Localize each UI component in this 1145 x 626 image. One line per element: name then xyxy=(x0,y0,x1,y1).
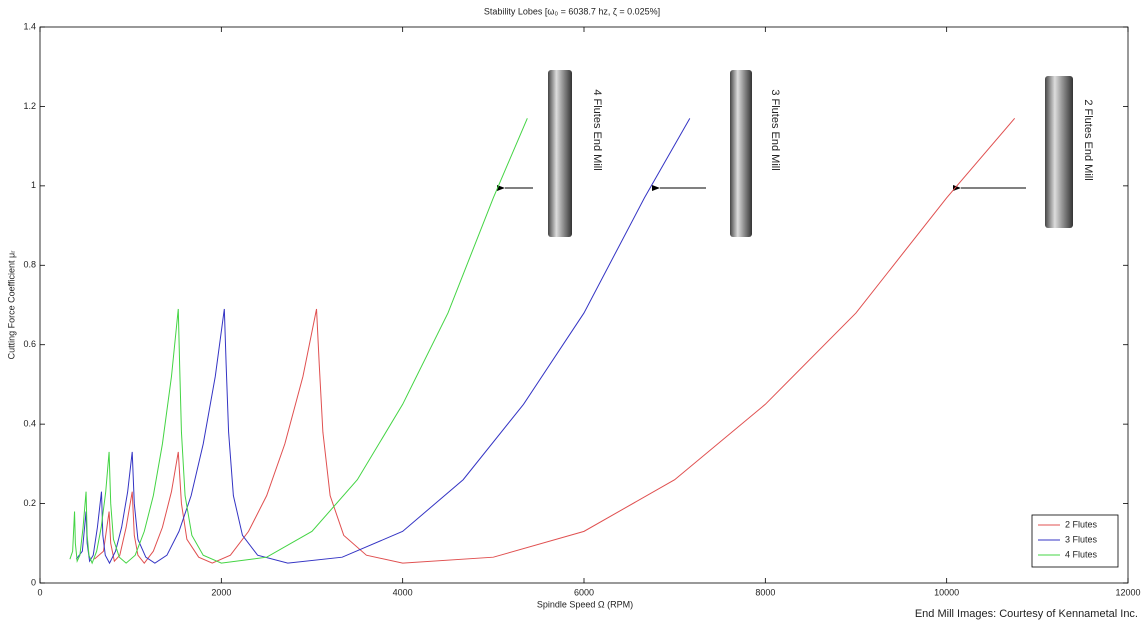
series-line xyxy=(94,118,1016,564)
y-tick-label: 0.4 xyxy=(23,419,36,429)
end-mill-image xyxy=(730,70,752,237)
y-tick-label: 0 xyxy=(31,577,36,587)
legend-box xyxy=(1031,514,1119,568)
series-line xyxy=(69,118,528,565)
y-tick-label: 1 xyxy=(31,180,36,190)
plot-frame xyxy=(39,26,1129,584)
end-mill-image xyxy=(1045,76,1073,228)
x-tick-label: 6000 xyxy=(574,587,594,597)
x-axis-label: Spindle Speed Ω (RPM) xyxy=(537,599,633,609)
series-line xyxy=(75,118,691,565)
x-tick-label: 0 xyxy=(37,587,42,597)
y-tick-label: 0.6 xyxy=(23,339,36,349)
footer: End Mill Images: Courtesy of Kennametal … xyxy=(915,608,1138,620)
legend-label: 4 Flutes xyxy=(1065,549,1098,559)
annotation: 2 Flutes End Mill xyxy=(1082,99,1094,180)
y-tick-label: 0.8 xyxy=(23,260,36,270)
end-mill-images xyxy=(497,70,1073,237)
annotation: 3 Flutes End Mill xyxy=(769,89,781,170)
x-tick-label: 8000 xyxy=(755,587,775,597)
y-tick-label: 0.2 xyxy=(23,498,36,508)
y-tick-label: 1.2 xyxy=(23,101,36,111)
x-tick-label: 12000 xyxy=(1115,587,1140,597)
legend-label: 3 Flutes xyxy=(1065,534,1098,544)
x-tick-label: 4000 xyxy=(393,587,413,597)
x-tick-label: 2000 xyxy=(211,587,231,597)
chart-title: Stability Lobes [ω₀ = 6038.7 hz, ζ = 0.0… xyxy=(484,6,660,16)
y-axis-label: Cutting Force Coefficient μᵣ xyxy=(6,251,16,360)
annotation: 4 Flutes End Mill xyxy=(591,89,603,170)
x-tick-label: 10000 xyxy=(934,587,959,597)
end-mill-image xyxy=(548,70,572,237)
y-tick-label: 1.4 xyxy=(23,21,36,31)
legend-label: 2 Flutes xyxy=(1065,519,1098,529)
